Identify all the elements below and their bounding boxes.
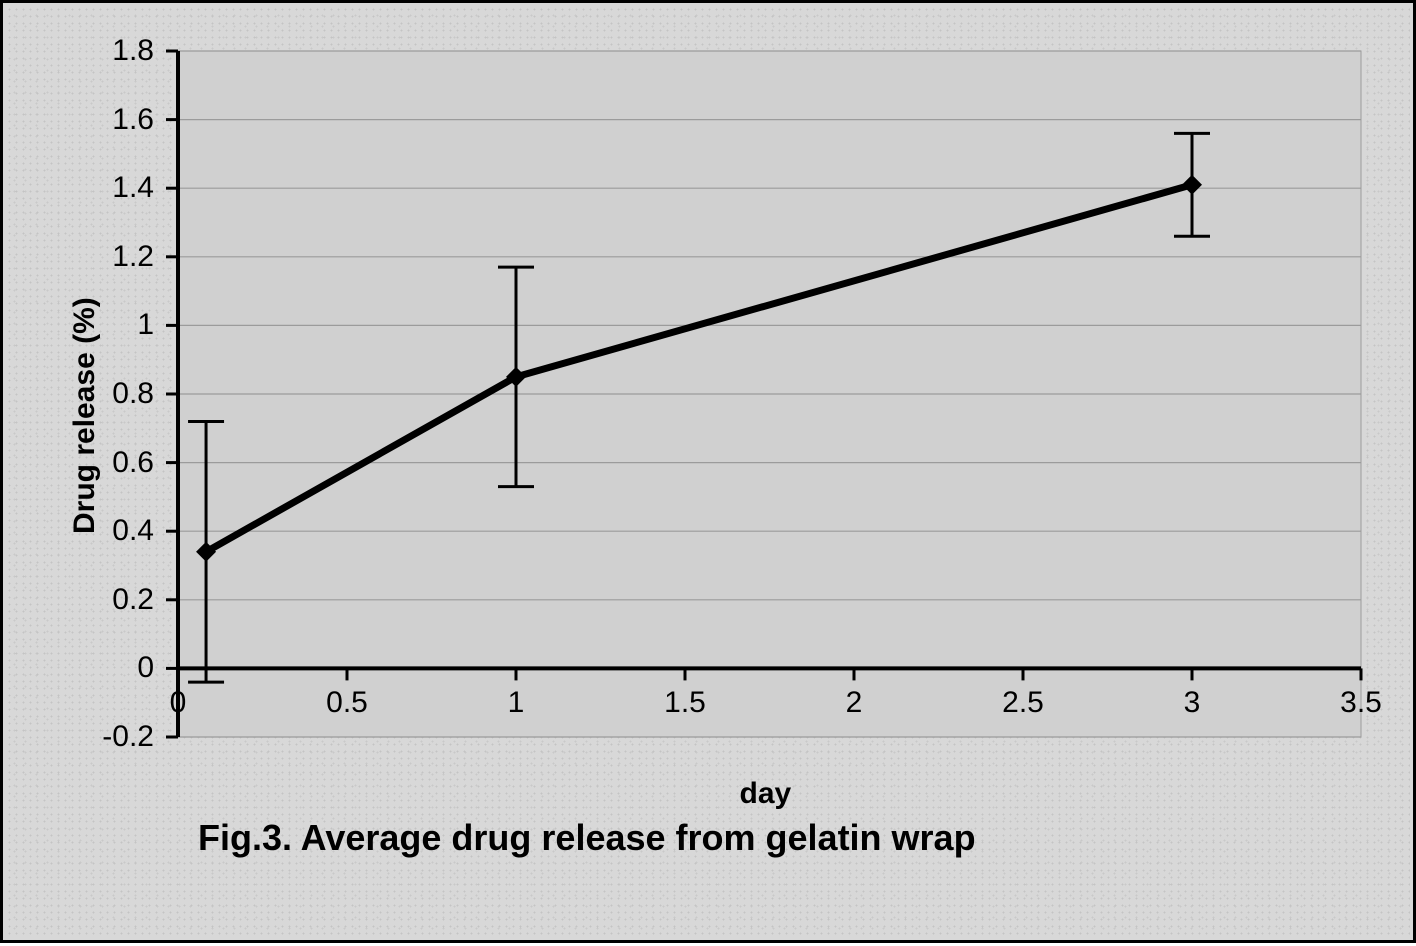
- y-tick-label: 0.4: [112, 514, 154, 548]
- y-tick-label: 1.2: [112, 240, 154, 274]
- y-tick-label: 0.6: [112, 446, 154, 480]
- line-chart: [3, 3, 1416, 946]
- x-tick-label: 0.5: [317, 686, 377, 720]
- y-tick-label: 1.8: [112, 34, 154, 68]
- x-tick-label: 1.5: [655, 686, 715, 720]
- x-tick-label: 3.5: [1331, 686, 1391, 720]
- x-axis-title: day: [740, 777, 792, 811]
- y-tick-label: 1.4: [112, 171, 154, 205]
- y-axis-title: Drug release (%): [68, 297, 102, 534]
- y-tick-label: 0.8: [112, 377, 154, 411]
- y-tick-label: 1: [137, 308, 154, 342]
- x-tick-label: 3: [1162, 686, 1222, 720]
- y-tick-label: 0: [137, 651, 154, 685]
- chart-frame: Drug release (%) day Fig.3. Average drug…: [0, 0, 1416, 943]
- x-tick-label: 0: [148, 686, 208, 720]
- y-tick-label: -0.2: [102, 720, 154, 754]
- x-tick-label: 2.5: [993, 686, 1053, 720]
- x-tick-label: 2: [824, 686, 884, 720]
- y-tick-label: 0.2: [112, 583, 154, 617]
- figure-caption: Fig.3. Average drug release from gelatin…: [198, 817, 976, 859]
- x-tick-label: 1: [486, 686, 546, 720]
- y-tick-label: 1.6: [112, 103, 154, 137]
